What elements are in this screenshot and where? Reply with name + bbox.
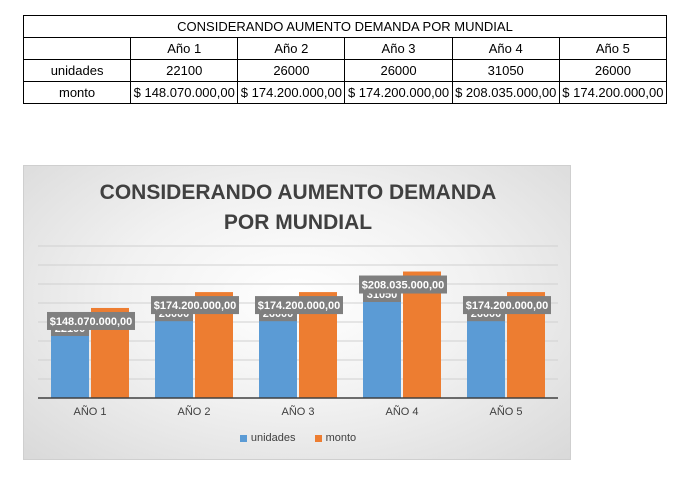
- legend-item-unidades: unidades: [239, 432, 296, 444]
- data-label-text: $174.200.000,00: [258, 300, 341, 312]
- data-label: $174.200.000,00: [255, 296, 343, 315]
- x-tick-label: AÑO 5: [489, 405, 522, 418]
- data-label: $208.035.000,00: [359, 275, 447, 294]
- data-label-box: [255, 296, 343, 315]
- chart-title: CONSIDERANDO AUMENTO DEMANDA POR MUNDIAL: [24, 178, 572, 238]
- table-title: CONSIDERANDO AUMENTO DEMANDA POR MUNDIAL: [23, 15, 667, 38]
- x-tick-label: AÑO 4: [385, 405, 418, 418]
- header-cell: Año 2: [237, 37, 346, 60]
- row-label: unidades: [22, 59, 132, 82]
- legend-item-monto: monto: [314, 432, 357, 444]
- header-cell: Año 3: [344, 37, 453, 60]
- data-label: $148.070.000,00: [47, 311, 135, 330]
- table-cell: 31050: [451, 59, 560, 82]
- table-header-row: Año 1 Año 2 Año 3 Año 4 Año 5: [22, 37, 668, 60]
- table-cell: $ 174.200.000,00: [344, 81, 453, 104]
- chart-area[interactable]: CONSIDERANDO AUMENTO DEMANDA POR MUNDIAL…: [23, 165, 571, 460]
- legend: unidades monto: [24, 432, 572, 444]
- table-cell: 26000: [558, 59, 668, 82]
- header-cell: Año 1: [130, 37, 239, 60]
- table-cell: $ 174.200.000,00: [558, 81, 668, 104]
- x-tick-label: AÑO 2: [177, 405, 210, 418]
- table-row: monto $ 148.070.000,00 $ 174.200.000,00 …: [22, 81, 668, 104]
- data-label-text: $148.070.000,00: [50, 316, 133, 328]
- table-cell: $ 208.035.000,00: [451, 81, 560, 104]
- chart-title-line1: CONSIDERANDO AUMENTO DEMANDA: [99, 181, 497, 204]
- x-tick-label: AÑO 1: [73, 405, 106, 418]
- header-cell: Año 4: [451, 37, 560, 60]
- legend-label: unidades: [250, 432, 296, 444]
- table-corner-cell: [22, 37, 132, 60]
- data-label-box: [463, 296, 551, 315]
- data-label: $174.200.000,00: [151, 296, 239, 315]
- legend-label: monto: [325, 432, 357, 444]
- table-cell: $ 174.200.000,00: [237, 81, 346, 104]
- legend-swatch: [239, 434, 247, 442]
- x-tick-label: AÑO 3: [281, 405, 314, 418]
- chart-title-line2: POR MUNDIAL: [223, 211, 373, 234]
- table-cell: $ 148.070.000,00: [130, 81, 239, 104]
- data-label-box: [151, 296, 239, 315]
- table-cell: 22100: [130, 59, 239, 82]
- header-cell: Año 5: [558, 37, 668, 60]
- table-row: unidades 22100 26000 26000 31050 26000: [22, 59, 668, 82]
- data-label-text: $174.200.000,00: [466, 300, 549, 312]
- data-label-box: [359, 275, 447, 294]
- data-label-box: [47, 311, 135, 330]
- table-cell: 26000: [237, 59, 346, 82]
- data-label: $174.200.000,00: [463, 296, 551, 315]
- data-label-text: $208.035.000,00: [362, 280, 445, 292]
- legend-swatch: [314, 434, 322, 442]
- row-label: monto: [22, 81, 132, 104]
- data-label-text: $174.200.000,00: [154, 300, 237, 312]
- data-table: CONSIDERANDO AUMENTO DEMANDA POR MUNDIAL…: [22, 15, 668, 104]
- table-cell: 26000: [344, 59, 453, 82]
